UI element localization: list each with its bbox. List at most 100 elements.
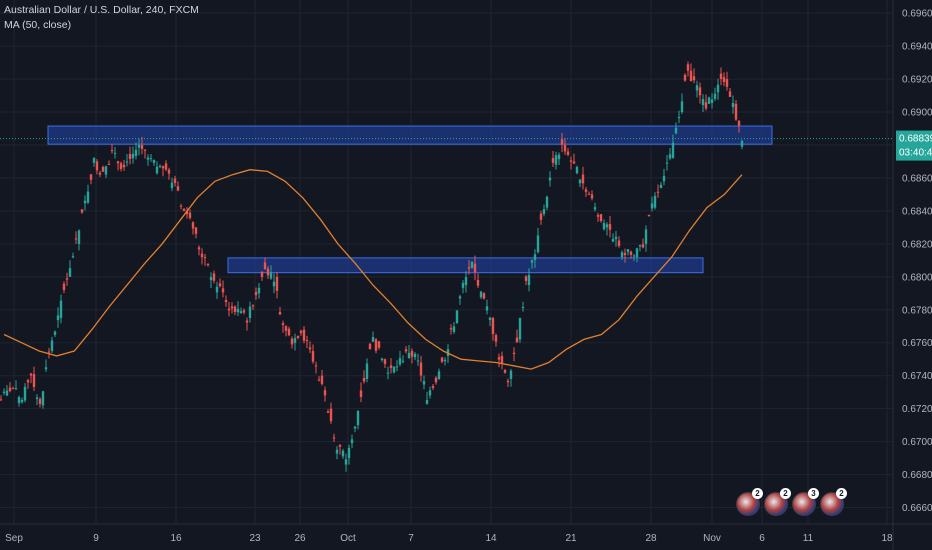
candle-down	[722, 77, 726, 82]
flag-count: 2	[836, 488, 847, 499]
candle-up	[392, 366, 396, 373]
candle-down	[728, 91, 732, 97]
candle-down	[566, 151, 570, 155]
candle-up	[17, 397, 21, 404]
candle-up	[554, 155, 558, 165]
candle-down	[539, 213, 543, 220]
candle-down	[404, 349, 408, 352]
candle-down	[338, 444, 342, 447]
candle-down	[308, 347, 312, 350]
candle-down	[524, 276, 528, 281]
economic-event-flag-icon[interactable]: 2	[820, 488, 847, 516]
candle-down	[194, 227, 198, 234]
candle-down	[617, 240, 621, 246]
candle-up	[659, 184, 663, 189]
candle-down	[296, 336, 300, 339]
candle-up	[518, 318, 522, 340]
time-tick-label: 7	[408, 533, 414, 544]
ma-indicator-label[interactable]: MA (50, close)	[4, 19, 72, 31]
economic-event-flag-icon[interactable]: 2	[736, 488, 763, 516]
candle-down	[38, 399, 42, 404]
candle-up	[239, 311, 243, 314]
candle-down	[482, 293, 486, 299]
candle-up	[665, 162, 669, 164]
candle-down	[173, 178, 177, 183]
candle-up	[527, 274, 531, 286]
candle-up	[536, 235, 540, 253]
candle-down	[440, 357, 444, 362]
candle-down	[737, 120, 741, 126]
candle-down	[26, 380, 30, 383]
chart-legend: Australian Dollar / U.S. Dollar, 240, FX…	[4, 3, 199, 33]
candle-down	[254, 291, 258, 296]
candle-up	[53, 331, 57, 335]
last-price-tag	[896, 130, 932, 161]
candle-up	[23, 386, 27, 401]
candle-down	[218, 283, 222, 287]
candle-up	[464, 277, 468, 286]
candle-up	[71, 256, 75, 258]
candle-down	[188, 212, 192, 218]
candle-down	[623, 252, 627, 256]
candle-up	[5, 390, 9, 396]
candle-up	[104, 166, 108, 175]
economic-event-flag-icon[interactable]: 3	[792, 488, 819, 516]
time-tick-label: 21	[565, 533, 577, 544]
economic-event-flag-icon[interactable]: 2	[764, 488, 791, 516]
candle-down	[32, 374, 36, 388]
candle-up	[605, 224, 609, 228]
time-tick-label: 6	[759, 533, 765, 544]
candle-down	[497, 357, 501, 360]
candle-up	[548, 177, 552, 181]
candle-up	[458, 296, 462, 299]
candle-up	[662, 175, 666, 182]
time-tick-label: Nov	[703, 533, 721, 544]
candle-up	[269, 272, 273, 279]
candle-up	[170, 182, 174, 189]
candle-down	[608, 224, 612, 230]
candle-up	[209, 277, 213, 281]
candle-down	[656, 191, 660, 193]
event-flags[interactable]: 2 2 3 2	[736, 488, 847, 516]
candle-down	[185, 210, 189, 215]
candle-up	[41, 391, 45, 406]
time-tick-label: 26	[294, 533, 306, 544]
candle-up	[248, 306, 252, 319]
upper-resistance-zone[interactable]	[47, 125, 773, 145]
candle-up	[68, 268, 72, 277]
candle-down	[377, 341, 381, 348]
candle-up	[344, 459, 348, 465]
countdown-label: 03:40:49	[899, 148, 932, 159]
candle-down	[320, 375, 324, 384]
candle-down	[80, 209, 84, 213]
candle-up	[443, 359, 447, 362]
candle-down	[101, 167, 105, 172]
candle-down	[107, 163, 111, 165]
candle-up	[731, 102, 735, 108]
candle-down	[245, 320, 249, 323]
candle-down	[329, 408, 333, 422]
candle-up	[50, 340, 54, 351]
candle-up	[56, 315, 60, 321]
candle-down	[725, 79, 729, 87]
candle-up	[455, 310, 459, 323]
candle-down	[419, 362, 423, 376]
candle-down	[143, 149, 147, 151]
candle-up	[611, 238, 615, 242]
lower-support-zone[interactable]	[227, 257, 704, 274]
candle-down	[686, 64, 690, 71]
ma50-line[interactable]	[3, 169, 743, 370]
candle-up	[83, 200, 87, 204]
candle-down	[512, 352, 516, 355]
candle-down	[503, 370, 507, 373]
candle-down	[287, 328, 291, 336]
candle-down	[176, 186, 180, 191]
candle-down	[494, 335, 498, 342]
candle-up	[20, 399, 24, 403]
candle-down	[200, 253, 204, 258]
